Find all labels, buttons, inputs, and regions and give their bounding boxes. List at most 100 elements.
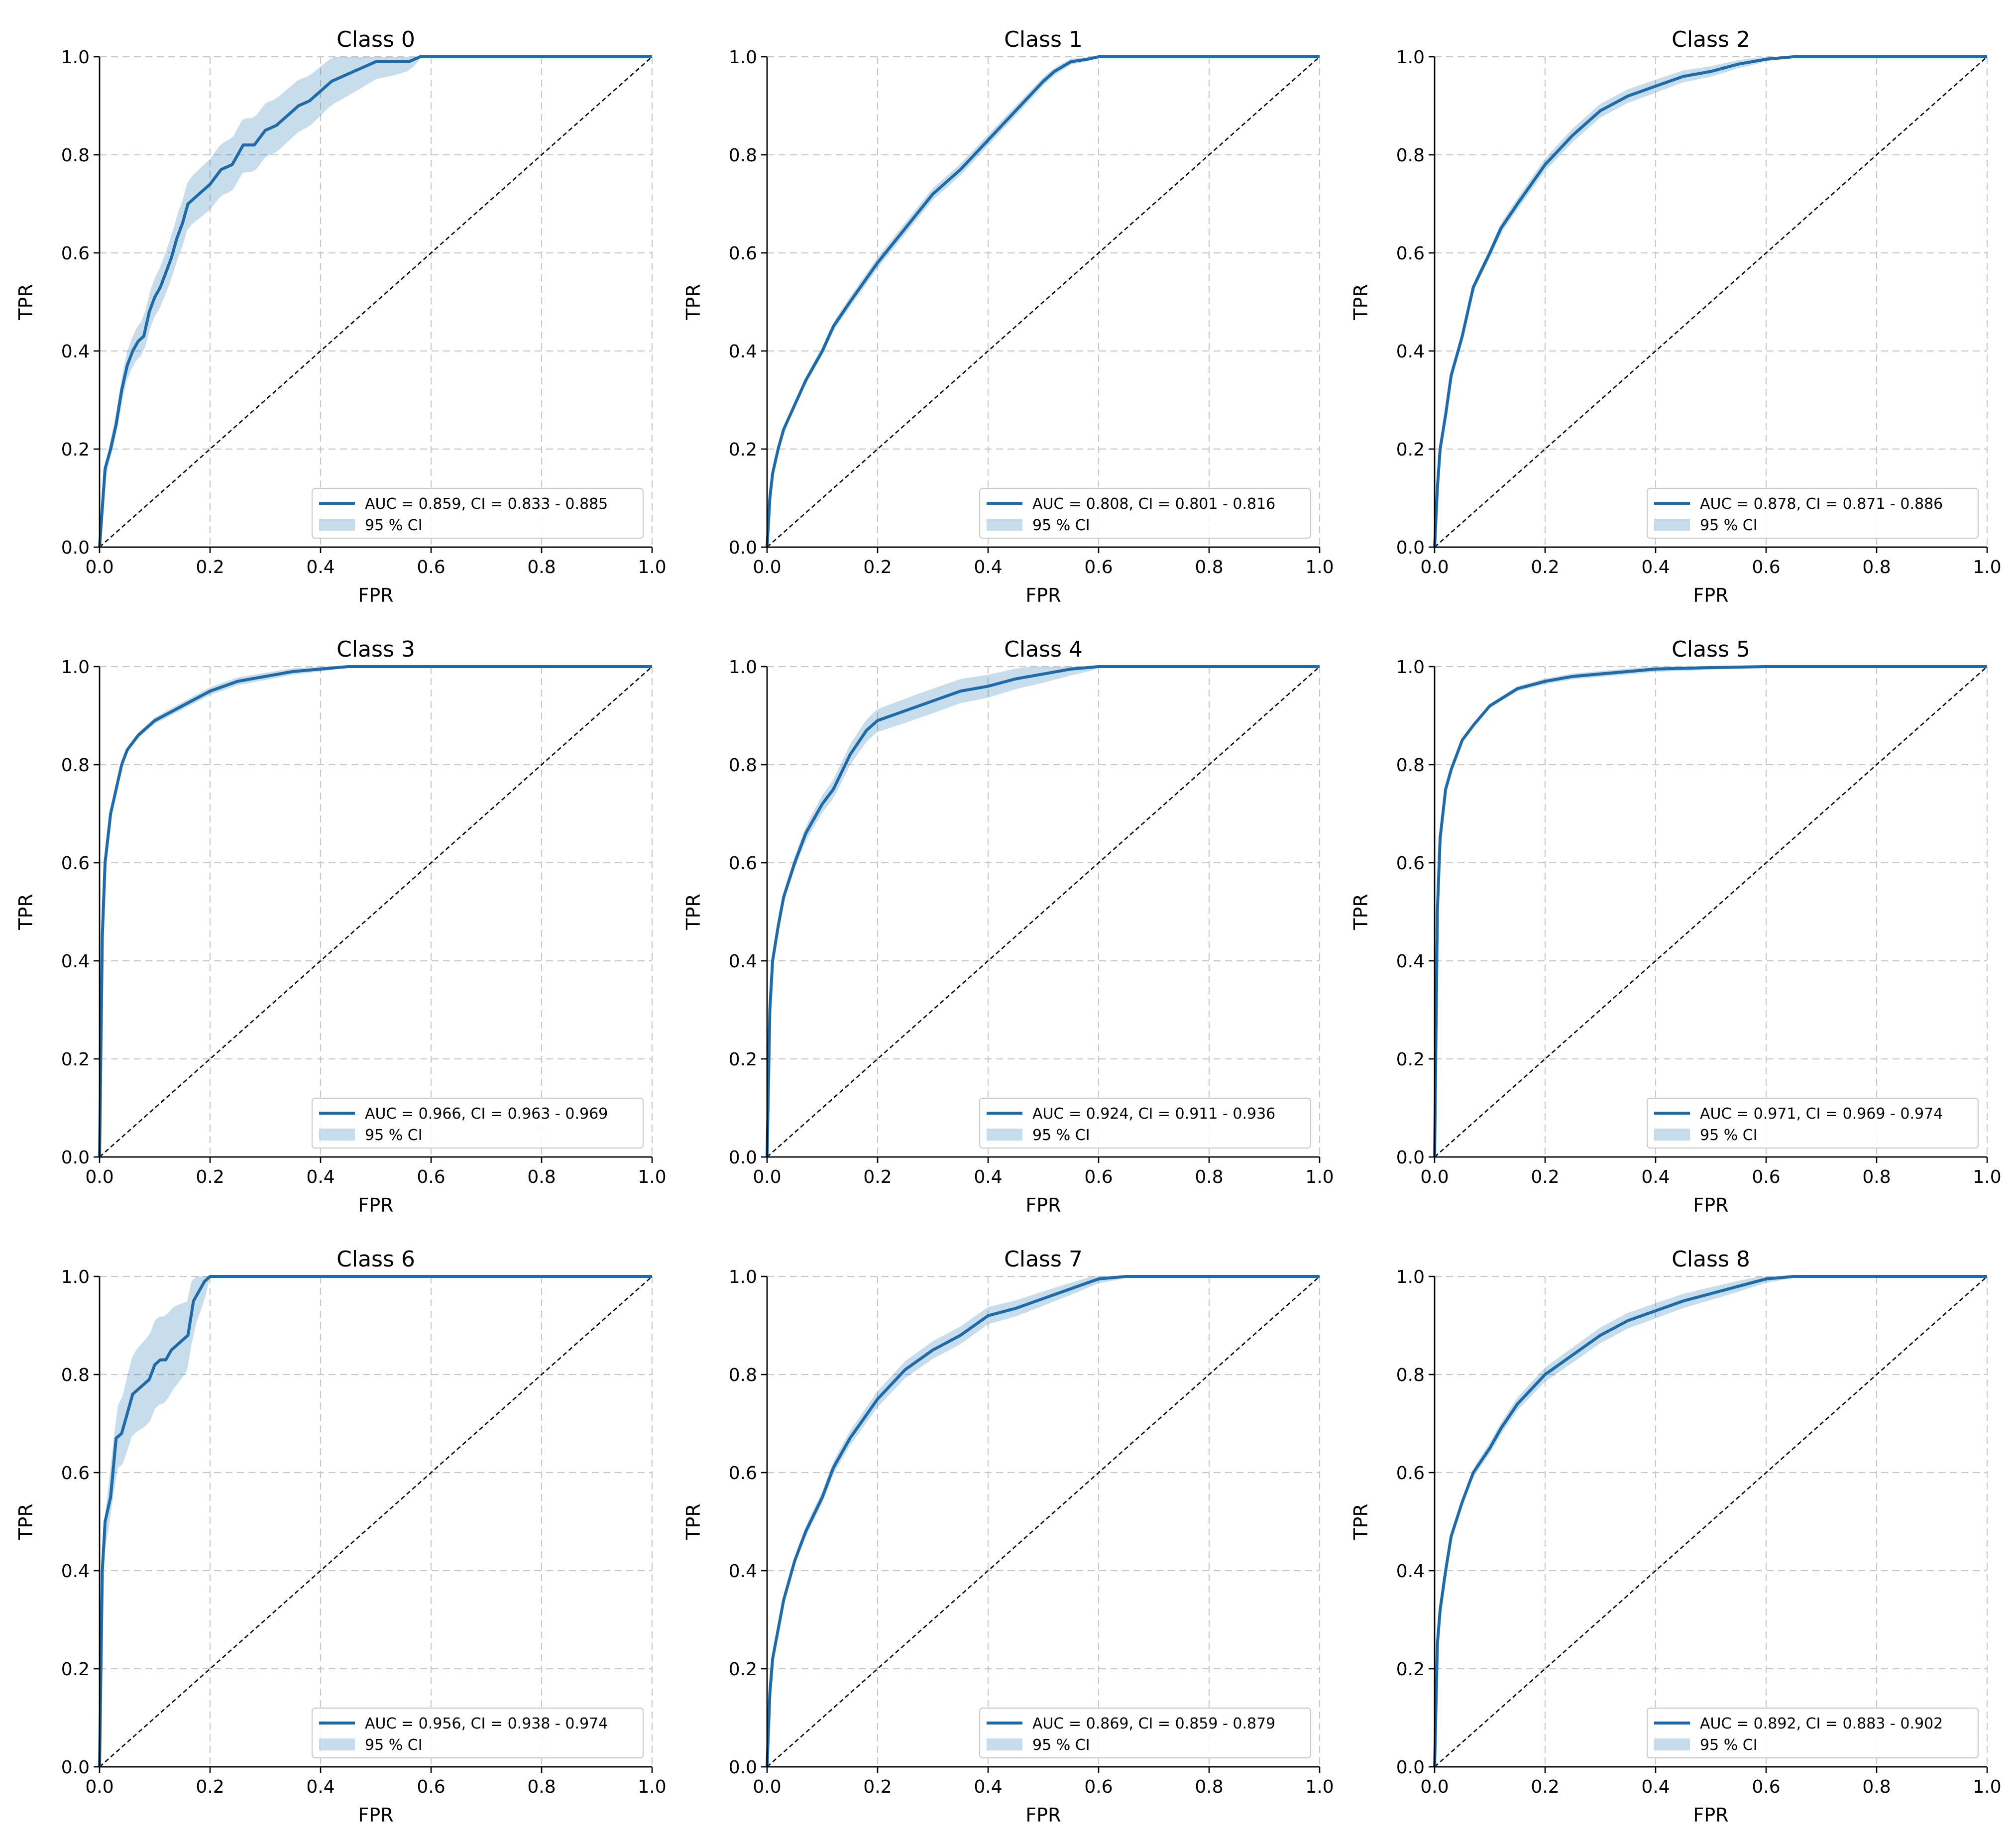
chance-diagonal [99, 1276, 653, 1767]
legend-band-swatch [987, 1129, 1022, 1141]
x-tick-label: 0.8 [1862, 557, 1891, 577]
y-tick-label: 0.8 [729, 1365, 757, 1385]
subplot-class-6: 0.0 0.2 0.4 0.6 0.8 1.0 0.0 0.2 0.4 0.6 0.8 1.0 Clas… [15, 1247, 667, 1826]
x-tick-label: 0.4 [974, 1777, 1002, 1797]
subplot-title: Class 4 [1004, 637, 1083, 662]
subplot-class-1: 0.0 0.2 0.4 0.6 0.8 1.0 0.0 0.2 0.4 0.6 0.8 1.0 Clas… [682, 27, 1334, 606]
legend-ci-label: 95 % CI [1032, 1127, 1090, 1144]
legend-auc-label: AUC = 0.878, CI = 0.871 - 0.886 [1700, 495, 1943, 513]
legend-ci-label: 95 % CI [365, 1736, 423, 1754]
x-tick-label: 0.8 [527, 1777, 556, 1797]
legend-band-swatch [319, 1738, 355, 1750]
x-tick-label: 1.0 [1305, 557, 1334, 577]
x-tick-label: 0.6 [1752, 557, 1780, 577]
x-tick-label: 0.6 [1084, 557, 1113, 577]
grid [1434, 666, 1988, 1158]
x-tick-label: 0.6 [1084, 1777, 1113, 1797]
y-tick-label: 1.0 [729, 657, 757, 678]
legend: AUC = 0.859, CI = 0.833 - 0.885 95 % CI [311, 487, 644, 539]
x-tick-label: 0.0 [753, 1167, 781, 1187]
x-tick-label: 1.0 [1305, 1777, 1334, 1797]
subplot-title: Class 8 [1672, 1247, 1750, 1272]
legend-ci-label: 95 % CI [1700, 1127, 1758, 1144]
legend-auc-label: AUC = 0.869, CI = 0.859 - 0.879 [1032, 1715, 1275, 1732]
x-axis-label: FPR [1693, 1194, 1728, 1216]
legend-ci-label: 95 % CI [1700, 1736, 1758, 1754]
x-tick-label: 0.0 [753, 557, 781, 577]
x-tick-label: 0.4 [974, 557, 1002, 577]
legend-band-swatch [319, 1129, 355, 1141]
x-tick-label: 0.4 [974, 1167, 1002, 1187]
x-tick-label: 0.8 [1195, 1777, 1223, 1797]
x-tick-label: 0.8 [1862, 1777, 1891, 1797]
y-axis-label: TPR [15, 1503, 37, 1540]
y-tick-label: 0.0 [1396, 1148, 1425, 1168]
legend-auc-label: AUC = 0.892, CI = 0.883 - 0.902 [1700, 1715, 1943, 1732]
roc-curve [1433, 665, 1987, 1157]
y-tick-label: 0.4 [729, 1561, 757, 1582]
chance-diagonal [767, 56, 1320, 548]
x-tick-label: 0.6 [417, 1167, 445, 1187]
legend-band-swatch [987, 519, 1022, 531]
legend: AUC = 0.808, CI = 0.801 - 0.816 95 % CI [979, 487, 1312, 539]
y-tick-label: 0.2 [1396, 440, 1425, 460]
x-tick-label: 0.4 [1641, 557, 1670, 577]
y-axis-label: TPR [1350, 284, 1372, 321]
legend: AUC = 0.971, CI = 0.969 - 0.974 95 % CI [1646, 1097, 1979, 1149]
x-tick-label: 0.6 [1752, 1777, 1780, 1797]
grid [766, 666, 1321, 1158]
x-tick-label: 0.0 [1420, 1167, 1449, 1187]
y-tick-label: 1.0 [61, 47, 90, 68]
y-tick-label: 0.2 [1396, 1049, 1425, 1070]
legend-band-swatch [1654, 1738, 1690, 1750]
subplot-class-4: 0.0 0.2 0.4 0.6 0.8 1.0 0.0 0.2 0.4 0.6 0.8 1.0 Clas… [682, 637, 1334, 1216]
x-tick-label: 0.6 [1752, 1167, 1780, 1187]
legend-frame [1646, 1707, 1979, 1759]
legend-ci-label: 95 % CI [365, 517, 423, 534]
legend-auc-label: AUC = 0.859, CI = 0.833 - 0.885 [365, 495, 608, 513]
y-tick-label: 1.0 [1396, 47, 1425, 68]
x-tick-label: 1.0 [1973, 557, 2001, 577]
subplot-class-3: 0.0 0.2 0.4 0.6 0.8 1.0 0.0 0.2 0.4 0.6 0.8 1.0 Clas… [15, 637, 667, 1216]
x-tick-label: 0.4 [1641, 1777, 1670, 1797]
y-axis-label: TPR [1350, 894, 1372, 930]
y-tick-label: 0.0 [729, 1757, 757, 1778]
subplot-title: Class 0 [336, 27, 415, 52]
x-tick-label: 1.0 [1973, 1167, 2001, 1187]
legend-auc-label: AUC = 0.924, CI = 0.911 - 0.936 [1032, 1105, 1275, 1123]
roc-curve [1433, 1275, 1987, 1767]
y-tick-label: 0.2 [61, 1049, 90, 1070]
x-tick-label: 1.0 [638, 1167, 666, 1187]
y-tick-label: 0.0 [1396, 1757, 1425, 1778]
y-tick-label: 0.8 [61, 145, 90, 166]
x-tick-label: 0.8 [1195, 557, 1223, 577]
x-tick-label: 0.2 [1531, 557, 1559, 577]
roc-curve [98, 55, 652, 548]
legend-frame [979, 1097, 1312, 1149]
y-tick-label: 0.0 [1396, 538, 1425, 558]
subplot-title: Class 1 [1004, 27, 1083, 52]
ci-band [100, 57, 652, 547]
legend-frame [311, 1707, 644, 1759]
roc-curve [1433, 55, 1987, 548]
x-tick-label: 0.0 [85, 557, 113, 577]
y-tick-label: 0.8 [729, 755, 757, 776]
y-tick-label: 1.0 [61, 1267, 90, 1287]
roc-curve [98, 1275, 652, 1767]
legend-frame [1646, 1097, 1979, 1149]
x-tick-label: 1.0 [1305, 1167, 1334, 1187]
legend-frame [1646, 487, 1979, 539]
x-tick-label: 0.2 [863, 1167, 892, 1187]
x-tick-label: 0.6 [417, 557, 445, 577]
y-axis-label: TPR [1350, 1503, 1372, 1540]
legend-frame [979, 1707, 1312, 1759]
y-tick-label: 1.0 [729, 1267, 757, 1287]
y-axis-label: TPR [682, 284, 704, 321]
legend: AUC = 0.956, CI = 0.938 - 0.974 95 % CI [311, 1707, 644, 1759]
x-axis-label: FPR [358, 584, 393, 606]
y-tick-label: 0.2 [729, 440, 757, 460]
chance-diagonal [1434, 666, 1988, 1157]
legend: AUC = 0.966, CI = 0.963 - 0.969 95 % CI [311, 1097, 644, 1149]
x-tick-label: 0.2 [1531, 1167, 1559, 1187]
